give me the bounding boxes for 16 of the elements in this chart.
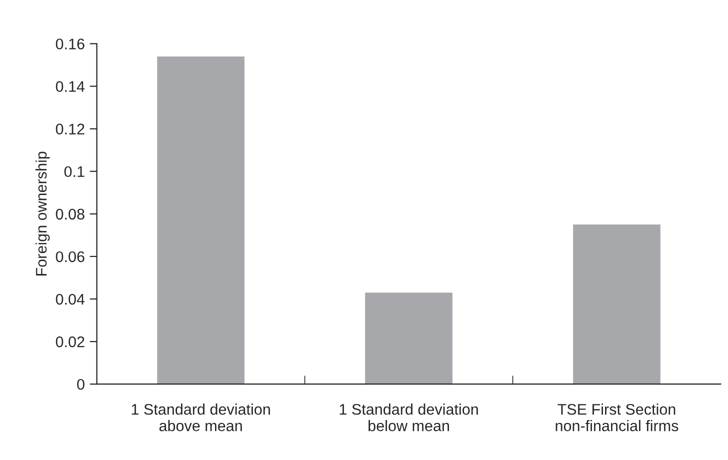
x-tick-label: TSE First Section non-financial firms: [556, 404, 678, 432]
y-tick-label: 0: [77, 378, 84, 390]
x-tick-label: 1 Standard deviation above mean: [132, 404, 270, 432]
y-tick-label: 0.08: [56, 208, 84, 220]
bar: [365, 292, 452, 384]
x-tick-label: 1 Standard deviation below mean: [340, 404, 478, 432]
y-tick-label: 0.06: [56, 251, 84, 262]
bar: [573, 224, 660, 384]
y-tick-label: 0.02: [56, 336, 84, 348]
y-tick-label: 0.14: [56, 81, 85, 92]
y-tick-label: 0.04: [56, 294, 85, 305]
bar: [157, 56, 244, 384]
y-tick-label: 0.1: [64, 166, 84, 178]
y-tick-label: 0.16: [56, 38, 84, 50]
y-axis-title: Foreign ownership: [35, 152, 50, 276]
y-tick-label: 0.12: [56, 124, 84, 134]
